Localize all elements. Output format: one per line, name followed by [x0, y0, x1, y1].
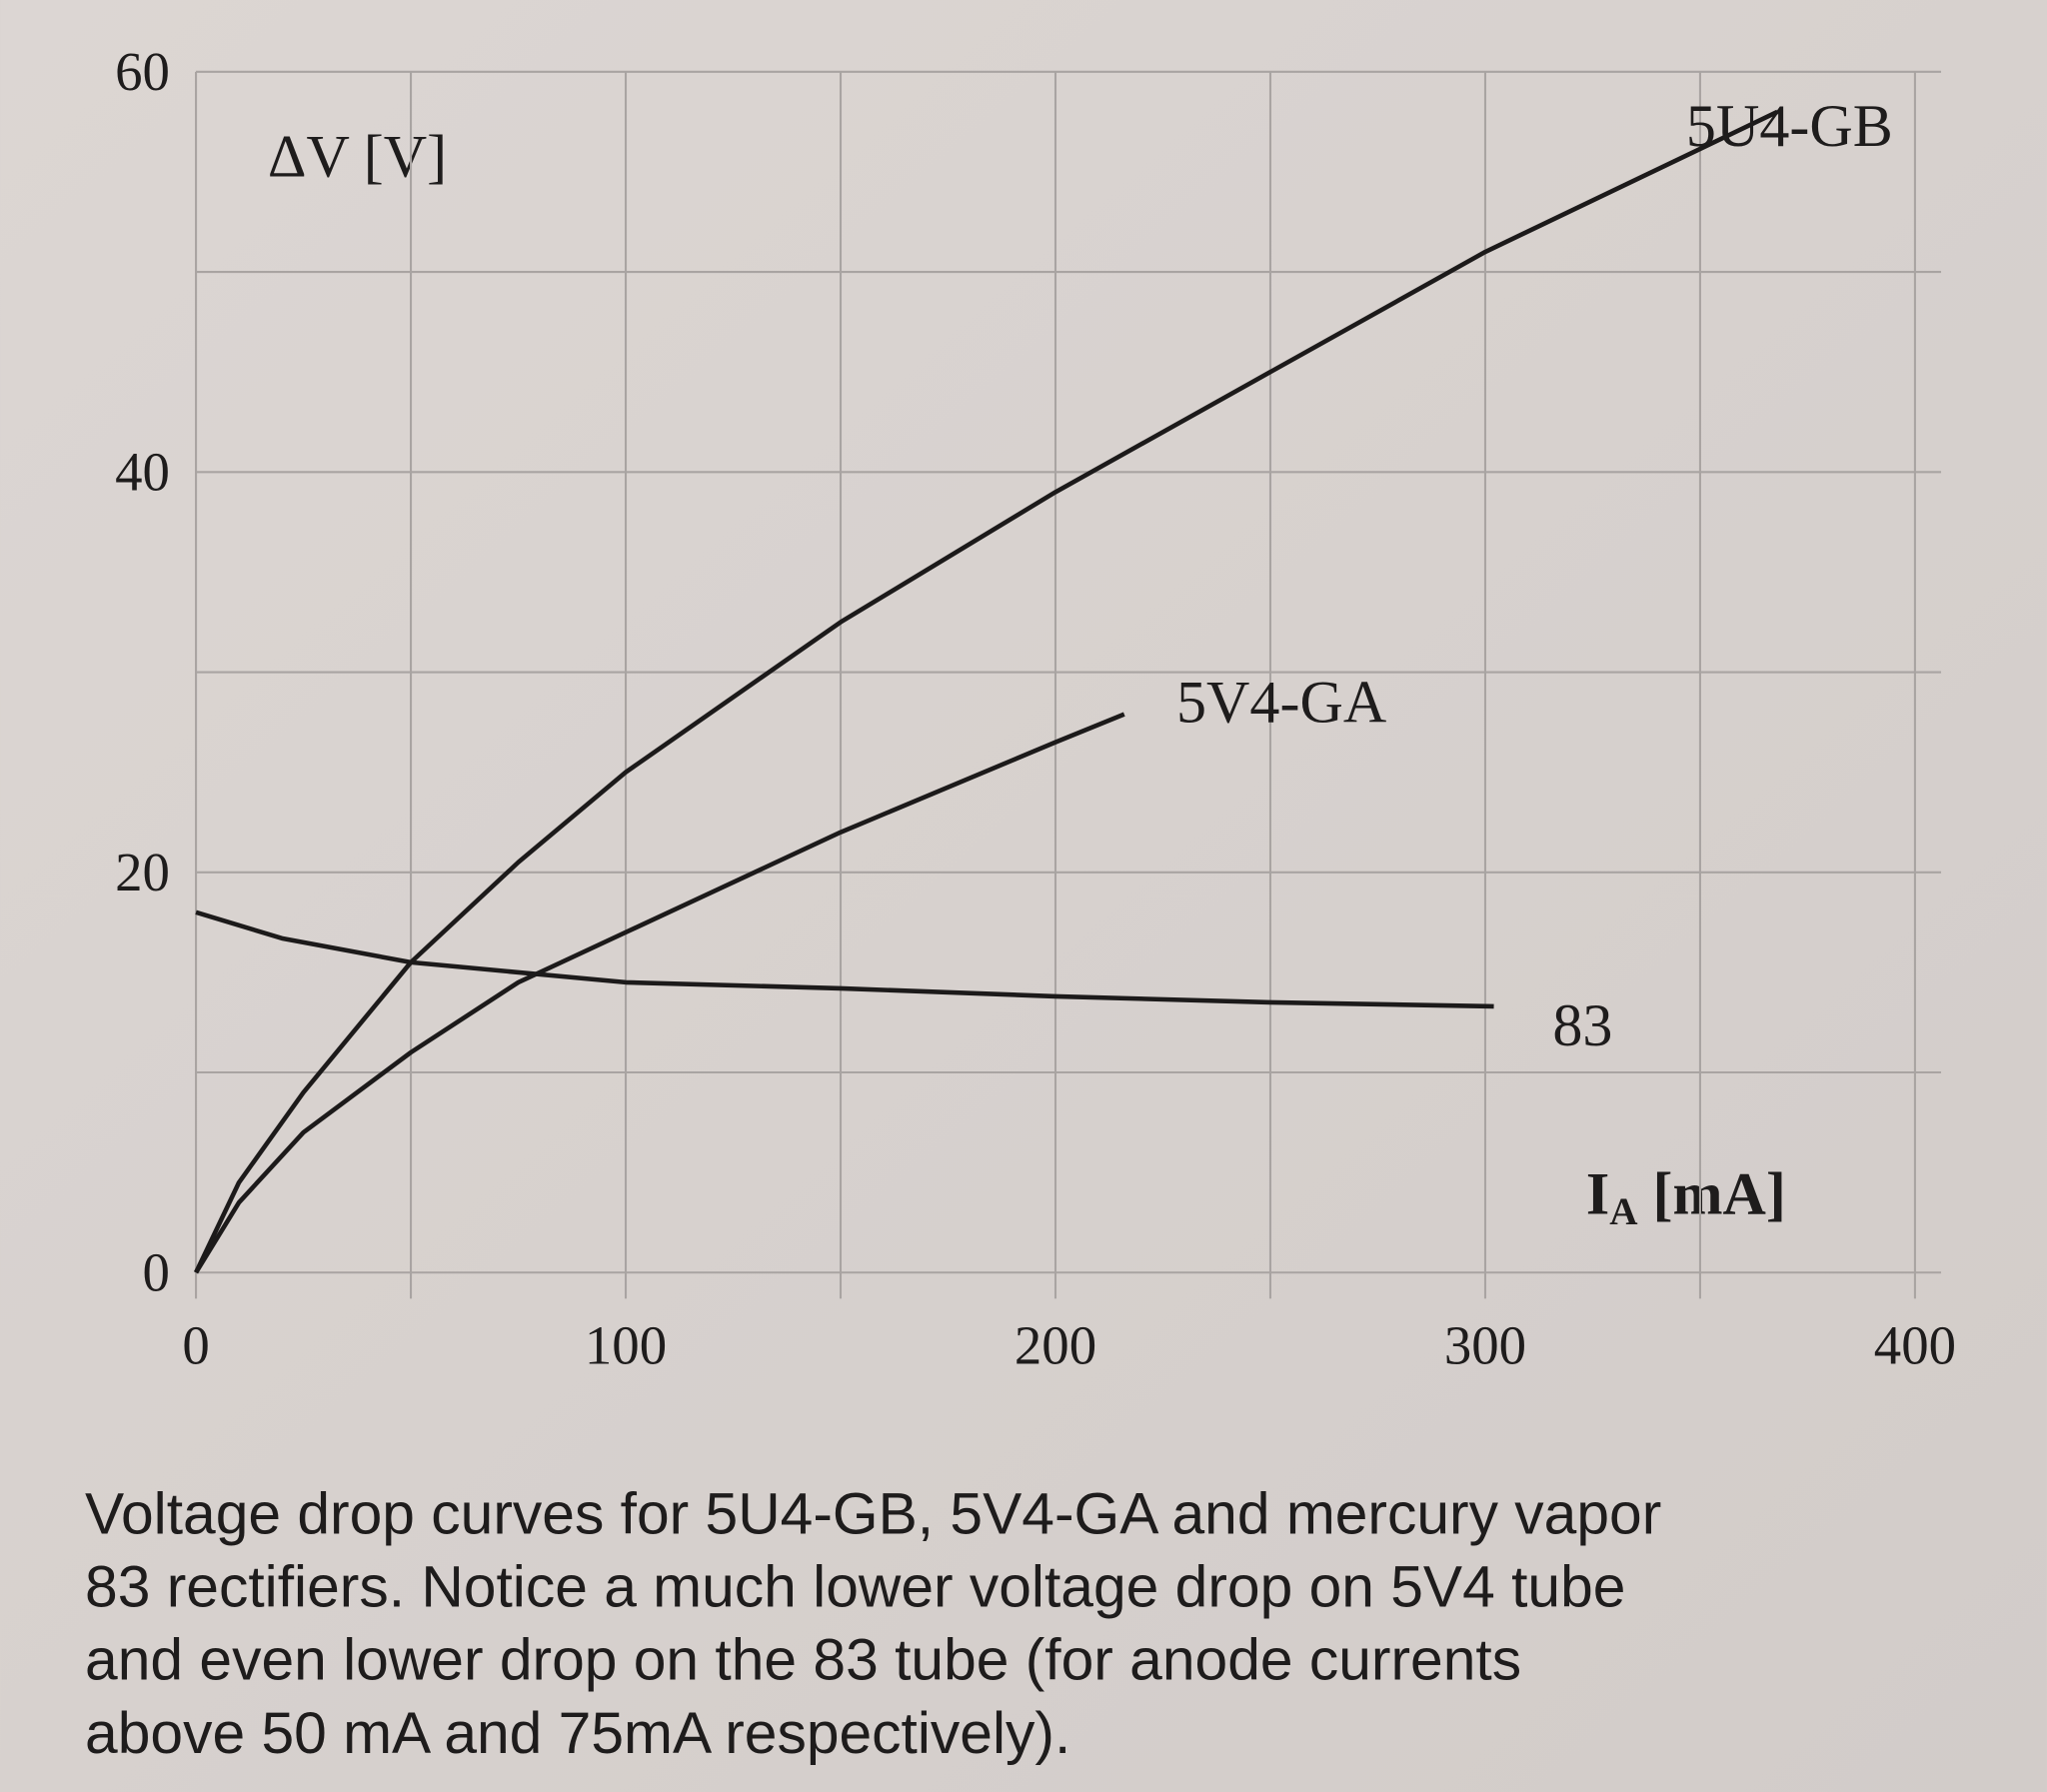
series-line — [194, 712, 1125, 1274]
x-tick-label: 300 — [1444, 1315, 1526, 1376]
x-axis-label: IA [mA] — [1586, 1159, 1786, 1232]
caption: Voltage drop curves for 5U4-GB, 5V4-GA a… — [85, 1481, 1661, 1765]
x-tick-label: 0 — [182, 1315, 209, 1376]
y-tick-label: 20 — [115, 842, 170, 902]
x-axis-label-sub: A — [1609, 1190, 1637, 1233]
y-tick-label: 40 — [115, 442, 170, 503]
series-label: 83 — [1552, 991, 1612, 1058]
x-axis-label-unit: [mA] — [1637, 1159, 1785, 1226]
series-label: 5U4-GB — [1686, 92, 1893, 159]
caption-line: and even lower drop on the 83 tube (for … — [85, 1628, 1521, 1693]
caption-line: above 50 mA and 75mA respectively). — [85, 1701, 1070, 1766]
series-line — [195, 909, 1494, 1009]
caption-line: Voltage drop curves for 5U4-GB, 5V4-GA a… — [85, 1481, 1661, 1546]
y-tick-label: 0 — [143, 1242, 170, 1303]
caption-line: 83 rectifiers. Notice a much lower volta… — [85, 1555, 1625, 1620]
y-axis-label: ΔV [V] — [268, 122, 447, 189]
y-tick-label: 60 — [115, 41, 170, 102]
series-label: 5V4-GA — [1176, 668, 1386, 735]
x-axis-label-main: I — [1586, 1159, 1609, 1226]
x-tick-label: 100 — [585, 1315, 667, 1376]
x-tick-label: 200 — [1015, 1315, 1096, 1376]
series-line — [193, 109, 1779, 1274]
x-tick-label: 400 — [1874, 1315, 1956, 1376]
